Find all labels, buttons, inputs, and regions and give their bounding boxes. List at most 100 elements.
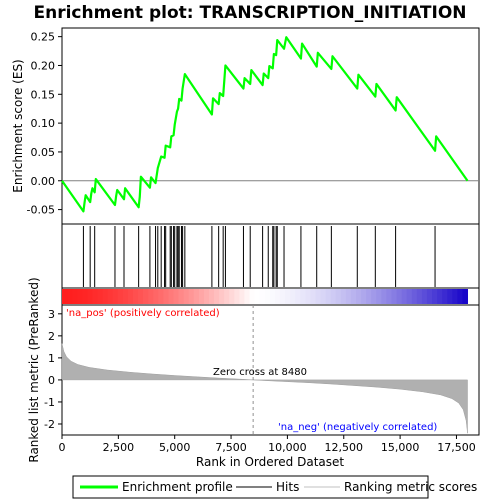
top-y-tick-label: 0.05 xyxy=(31,146,56,159)
color-bar-segment xyxy=(386,289,392,304)
top-y-tick-label: 0.00 xyxy=(31,175,56,188)
color-bar-segment xyxy=(417,289,423,304)
color-bar-segment xyxy=(113,289,119,304)
color-bar-segment xyxy=(371,289,377,304)
color-bar-segment xyxy=(168,289,174,304)
color-bar-segment xyxy=(62,289,68,304)
x-axis: 0 2,500 5,000 7,500 10,000 12,500 15,000 17,500 xyxy=(59,435,476,454)
bottom-y-tick-label: 2 xyxy=(48,330,55,343)
top-y-axis-label: Enrichment score (ES) xyxy=(11,59,25,192)
color-bar-segment xyxy=(285,289,291,304)
x-tick-label: 17,500 xyxy=(437,441,476,454)
color-bar-segment xyxy=(402,289,408,304)
legend-hits-label: Hits xyxy=(276,480,299,494)
color-bar-segment xyxy=(199,289,205,304)
bottom-y-axis-label: Ranked list metric (PreRanked) xyxy=(27,277,41,462)
top-y-tick-label: 0.20 xyxy=(31,59,56,72)
bottom-y-tick-label: -1 xyxy=(44,396,55,409)
color-bar-segment xyxy=(422,289,428,304)
rank-color-bar xyxy=(62,289,468,304)
color-bar-segment xyxy=(67,289,73,304)
color-bar-segment xyxy=(244,289,250,304)
top-y-tick-label: 0.10 xyxy=(31,117,56,130)
color-bar-segment xyxy=(250,289,256,304)
color-bar-segment xyxy=(87,289,93,304)
color-bar-segment xyxy=(143,289,149,304)
bottom-y-tick-label: 3 xyxy=(48,308,55,321)
color-bar-segment xyxy=(391,289,397,304)
color-bar-segment xyxy=(92,289,98,304)
color-bar-segment xyxy=(239,289,245,304)
x-tick-label: 2,500 xyxy=(103,441,135,454)
top-y-axis: -0.05 0.00 0.05 0.10 0.15 0.20 0.25 xyxy=(27,31,62,217)
color-bar-segment xyxy=(437,289,443,304)
color-bar-segment xyxy=(447,289,453,304)
color-bar-segment xyxy=(315,289,321,304)
pos-annotation: 'na_pos' (positively correlated) xyxy=(66,308,220,319)
color-bar-segment xyxy=(153,289,159,304)
color-bar-segment xyxy=(381,289,387,304)
color-bar-segment xyxy=(331,289,337,304)
color-bar-segment xyxy=(189,289,195,304)
x-tick-label: 10,000 xyxy=(268,441,307,454)
color-bar-segment xyxy=(214,289,220,304)
color-bar-segment xyxy=(376,289,382,304)
x-tick-label: 0 xyxy=(59,441,66,454)
color-bar-segment xyxy=(295,289,301,304)
legend-profile-label: Enrichment profile xyxy=(122,480,233,494)
color-bar-segment xyxy=(462,289,468,304)
color-bar-segment xyxy=(412,289,418,304)
enrichment-profile-layer xyxy=(62,37,468,211)
color-bar-segment xyxy=(270,289,276,304)
color-bar-segment xyxy=(118,289,124,304)
x-tick-label: 15,000 xyxy=(381,441,420,454)
color-bar-segment xyxy=(133,289,139,304)
color-bar-segment xyxy=(407,289,413,304)
color-bar-segment xyxy=(179,289,185,304)
color-bar-segment xyxy=(77,289,83,304)
color-bar-segment xyxy=(209,289,215,304)
x-tick-label: 12,500 xyxy=(325,441,364,454)
color-bar-segment xyxy=(361,289,367,304)
chart-title: Enrichment plot: TRANSCRIPTION_INITIATIO… xyxy=(33,3,466,23)
color-bar-segment xyxy=(290,289,296,304)
color-bar-segment xyxy=(204,289,210,304)
color-bar-segment xyxy=(255,289,261,304)
color-bar-segment xyxy=(321,289,327,304)
bottom-y-axis: -2 -1 0 1 2 3 xyxy=(44,308,62,431)
color-bar-segment xyxy=(174,289,180,304)
color-bar-segment xyxy=(457,289,463,304)
color-bar-segment xyxy=(82,289,88,304)
color-bar-segment xyxy=(128,289,134,304)
legend: Enrichment profile Hits Ranking metric s… xyxy=(73,476,477,498)
legend-metric-label: Ranking metric scores xyxy=(344,480,477,494)
color-bar-segment xyxy=(275,289,281,304)
top-y-tick-label: 0.15 xyxy=(31,88,56,101)
color-bar-segment xyxy=(351,289,357,304)
color-bar-segment xyxy=(442,289,448,304)
color-bar-segment xyxy=(72,289,78,304)
color-bar-segment xyxy=(103,289,109,304)
color-bar-segment xyxy=(148,289,154,304)
top-y-tick-label: -0.05 xyxy=(27,204,55,217)
color-bar-segment xyxy=(219,289,225,304)
color-bar-segment xyxy=(194,289,200,304)
color-bar-segment xyxy=(260,289,266,304)
bottom-y-tick-label: 1 xyxy=(48,352,55,365)
color-bar-segment xyxy=(280,289,286,304)
color-bar-segment xyxy=(356,289,362,304)
color-bar-segment xyxy=(300,289,306,304)
color-bar-segment xyxy=(366,289,372,304)
color-bar-segment xyxy=(452,289,458,304)
x-tick-label: 5,000 xyxy=(159,441,191,454)
top-y-tick-label: 0.25 xyxy=(31,31,56,44)
hits-layer xyxy=(83,226,435,287)
color-bar-segment xyxy=(138,289,144,304)
color-bar-segment xyxy=(346,289,352,304)
color-bar-segment xyxy=(432,289,438,304)
bottom-y-tick-label: 0 xyxy=(48,374,55,387)
color-bar-segment xyxy=(224,289,230,304)
color-bar-segment xyxy=(341,289,347,304)
bottom-y-tick-label: -2 xyxy=(44,418,55,431)
